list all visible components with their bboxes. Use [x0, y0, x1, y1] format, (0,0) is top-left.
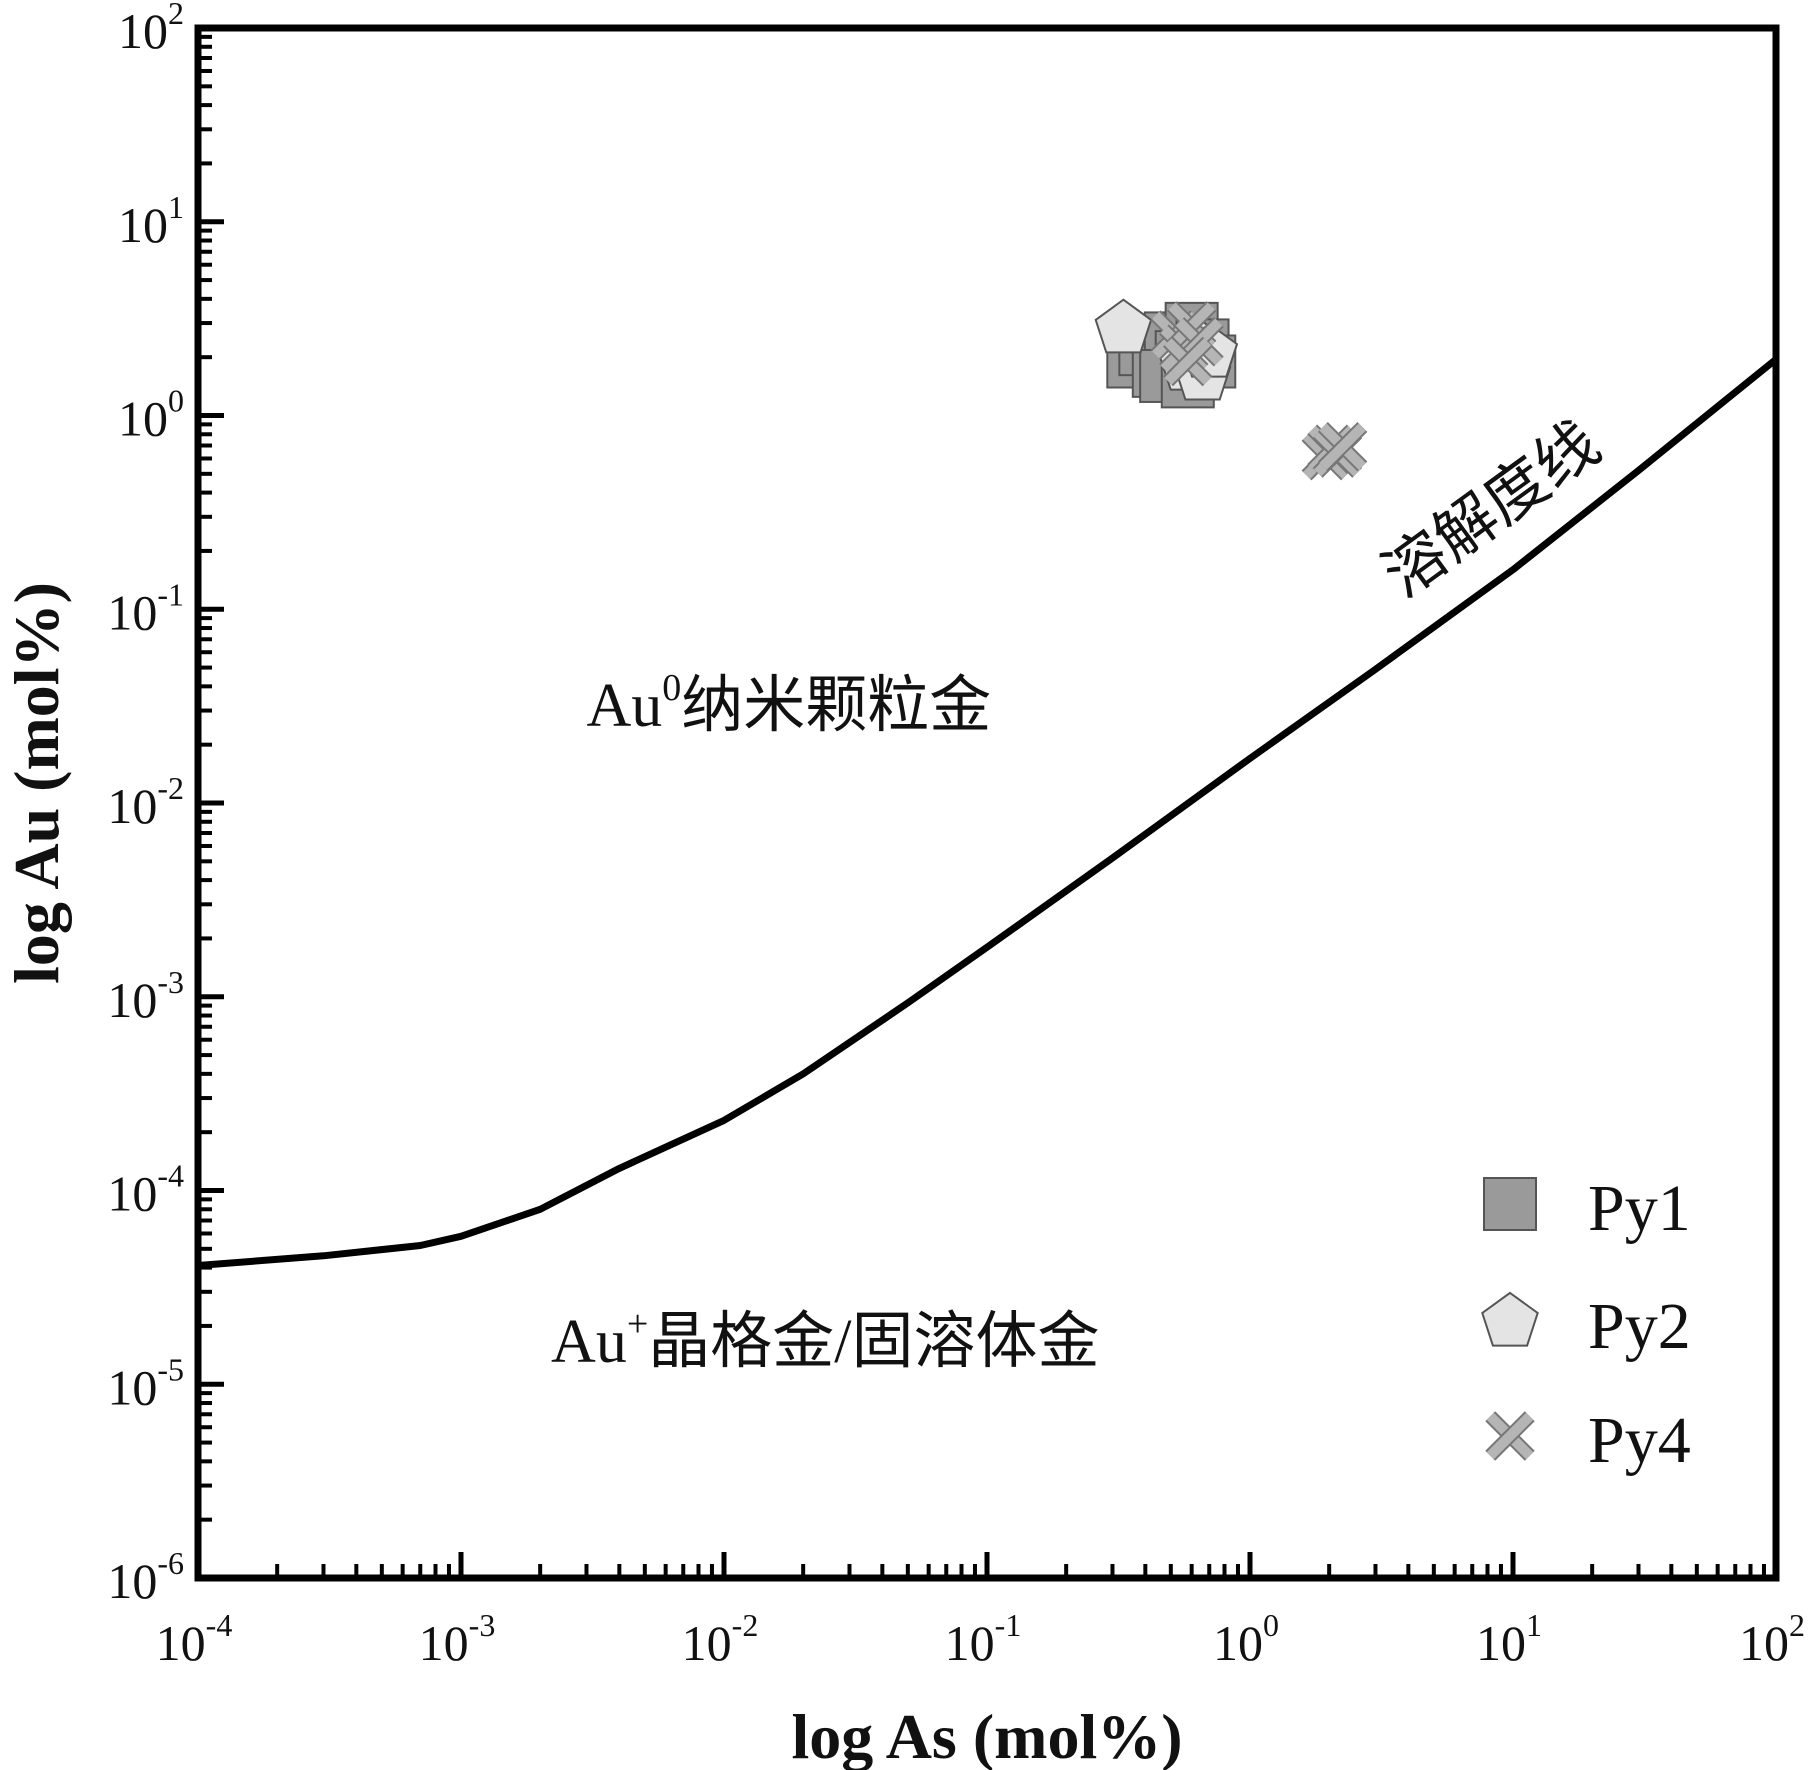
legend-label: Py1 — [1588, 1172, 1691, 1245]
x-tick-label-exponent: -3 — [469, 1607, 496, 1643]
legend-marker-py4-stroke — [1486, 1412, 1534, 1460]
y-tick-label: 10-3 — [107, 964, 184, 1028]
y-tick-label: 10-2 — [107, 770, 184, 834]
y-tick-label: 100 — [118, 383, 184, 447]
region-label-superscript: 0 — [662, 667, 681, 709]
legend-label: Py2 — [1588, 1290, 1691, 1363]
y-tick-label: 10-1 — [107, 576, 184, 640]
y-tick-label-base: 10 — [107, 778, 157, 834]
x-tick-label-exponent: 0 — [1263, 1607, 1279, 1643]
y-tick-label-exponent: -2 — [157, 770, 184, 806]
legend-marker-py1 — [1483, 1177, 1537, 1231]
y-tick-label-exponent: -3 — [157, 964, 184, 1000]
x-tick-label: 10-3 — [419, 1607, 496, 1671]
y-tick-label-exponent: -1 — [157, 576, 184, 612]
tick-labels: 10-4 10-3 10-2 10-1 100 101 10210-610-510-410-… — [107, 0, 1805, 1671]
x-tick-label-exponent: 1 — [1526, 1607, 1542, 1643]
legend-marker-py2 — [1481, 1291, 1539, 1347]
x-tick-label: 101 — [1476, 1607, 1542, 1671]
y-tick-label-exponent: 0 — [168, 383, 184, 419]
region-label: Au+晶格金/固溶体金 — [551, 1303, 1099, 1376]
region-label-text: 晶格金/固溶体金 — [648, 1308, 1099, 1376]
solubility-curve-label: 溶解度线 — [1372, 410, 1613, 611]
region-label-superscript: + — [627, 1303, 648, 1345]
y-tick-label-base: 10 — [118, 197, 168, 253]
y-axis-title: log Au (mol%) — [1, 582, 72, 984]
y-tick-label: 101 — [118, 189, 184, 253]
point-py4 — [1317, 422, 1368, 472]
region-label-main: Au — [551, 1308, 627, 1376]
x-tick-label-base: 10 — [419, 1615, 469, 1671]
x-tick-label: 10-2 — [682, 1607, 759, 1671]
y-tick-label-exponent: 2 — [168, 0, 184, 31]
y-tick-label: 10-4 — [107, 1158, 184, 1222]
legend-item-py2: Py2 — [1481, 1290, 1691, 1363]
legend-label: Py4 — [1588, 1404, 1691, 1477]
x-tick-label-exponent: -2 — [732, 1607, 759, 1643]
legend-marker-py4 — [1485, 1411, 1535, 1461]
solubility-curve — [197, 356, 1779, 1269]
point-py4-stroke — [1164, 338, 1212, 385]
point-py2 — [1094, 298, 1153, 354]
region-label-text: 纳米颗粒金 — [681, 672, 991, 740]
y-tick-label-exponent: -4 — [157, 1158, 184, 1194]
x-tick-label: 10-1 — [945, 1607, 1022, 1671]
y-tick-label-exponent: -6 — [157, 1545, 184, 1581]
y-tick-label-base: 10 — [107, 1553, 157, 1609]
y-tick-label: 102 — [118, 0, 184, 59]
region-label: Au0纳米颗粒金 — [586, 667, 991, 740]
legend-item-py1: Py1 — [1483, 1172, 1691, 1245]
x-tick-label: 100 — [1213, 1607, 1279, 1671]
x-tick-label-exponent: -4 — [206, 1607, 233, 1643]
data-points — [1094, 298, 1368, 481]
x-tick-label-base: 10 — [1739, 1615, 1789, 1671]
x-tick-label-base: 10 — [1476, 1615, 1526, 1671]
x-tick-label-base: 10 — [945, 1615, 995, 1671]
point-py4 — [1163, 336, 1213, 387]
x-tick-label: 10-4 — [156, 1607, 233, 1671]
y-tick-label: 10-6 — [107, 1545, 184, 1609]
y-tick-label-base: 10 — [107, 972, 157, 1028]
y-tick-label-base: 10 — [118, 3, 168, 59]
point-py4-stroke — [1319, 423, 1366, 471]
y-tick-label-base: 10 — [107, 1359, 157, 1415]
y-tick-label-base: 10 — [107, 1166, 157, 1222]
y-tick-label-exponent: 1 — [168, 189, 184, 225]
y-tick-label-base: 10 — [118, 391, 168, 447]
x-axis-title: log As (mol%) — [791, 1701, 1182, 1770]
x-tick-label-base: 10 — [156, 1615, 206, 1671]
legend: Py1 Py2 Py4 — [1481, 1172, 1691, 1477]
x-tick-label-base: 10 — [682, 1615, 732, 1671]
x-tick-label-exponent: 2 — [1789, 1607, 1805, 1643]
legend-item-py4: Py4 — [1485, 1404, 1691, 1477]
plot-frame — [194, 24, 1780, 1582]
y-tick-label: 10-5 — [107, 1351, 184, 1415]
x-tick-label-base: 10 — [1213, 1615, 1263, 1671]
region-label-main: Au — [586, 672, 662, 740]
y-tick-label-exponent: -5 — [157, 1351, 184, 1387]
x-tick-label: 102 — [1739, 1607, 1805, 1671]
x-tick-label-exponent: -1 — [995, 1607, 1022, 1643]
y-tick-label-base: 10 — [107, 584, 157, 640]
